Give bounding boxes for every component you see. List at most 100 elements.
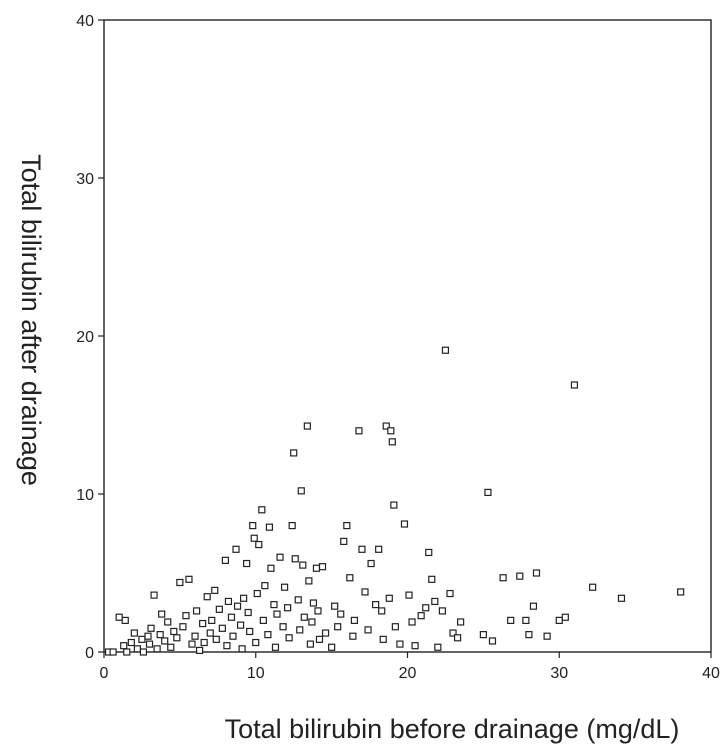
data-point — [200, 638, 208, 647]
data-point — [229, 632, 237, 640]
data-point — [484, 488, 492, 497]
data-point — [271, 643, 280, 651]
data-point — [318, 563, 327, 571]
data-point — [405, 591, 413, 599]
data-point — [378, 607, 386, 615]
y-tick-label: 20 — [76, 329, 94, 346]
data-point — [273, 610, 281, 618]
data-point — [343, 521, 351, 530]
data-points — [104, 346, 685, 656]
data-point — [150, 591, 158, 599]
data-point — [121, 616, 129, 625]
data-point — [361, 588, 369, 596]
data-point — [617, 594, 626, 602]
data-point — [431, 597, 439, 606]
y-tick-label: 10 — [76, 487, 94, 504]
data-point — [499, 574, 507, 582]
data-point — [258, 506, 266, 514]
data-point — [390, 501, 398, 509]
data-point — [417, 612, 425, 620]
data-point — [428, 575, 436, 583]
data-point — [158, 610, 166, 618]
data-point — [408, 618, 416, 626]
data-point — [308, 618, 316, 626]
data-point — [192, 607, 201, 615]
data-point — [127, 638, 135, 647]
data-point — [364, 626, 372, 634]
data-point — [284, 604, 292, 612]
data-point — [252, 638, 260, 647]
data-point — [337, 610, 345, 618]
data-point — [312, 564, 321, 572]
data-point — [294, 596, 302, 604]
data-point — [379, 635, 387, 643]
x-tick-label: 40 — [702, 665, 720, 682]
data-point — [291, 555, 299, 563]
y-tick-label: 40 — [76, 13, 94, 30]
data-point — [211, 586, 219, 594]
data-point — [232, 545, 240, 553]
data-point — [529, 602, 538, 610]
data-point — [288, 521, 296, 530]
x-tick-label: 30 — [550, 665, 568, 682]
data-point — [346, 574, 354, 582]
data-point — [382, 422, 390, 430]
data-point — [396, 640, 404, 648]
data-point — [215, 605, 223, 613]
data-point — [290, 449, 298, 457]
data-point — [249, 521, 257, 530]
data-point — [372, 600, 380, 609]
data-point — [276, 553, 284, 561]
data-point — [221, 556, 229, 564]
data-point — [218, 624, 226, 632]
data-point — [328, 643, 336, 651]
data-point — [555, 616, 563, 625]
data-point — [315, 635, 324, 643]
data-point — [138, 635, 146, 643]
data-point — [208, 616, 216, 625]
data-point — [388, 438, 396, 446]
data-point — [340, 537, 348, 546]
plot-frame — [103, 19, 712, 653]
data-point — [139, 648, 148, 656]
x-axis-title: Total bilirubin before drainage (mg/dL) — [225, 714, 680, 744]
data-point — [176, 578, 184, 587]
y-axis-title: Total bilirubin after drainage — [16, 154, 46, 486]
y-axis-ticks: 0 10 20 30 40 — [76, 13, 104, 662]
data-point — [375, 545, 383, 553]
data-point — [191, 632, 199, 640]
data-point — [400, 520, 409, 528]
data-point — [507, 616, 515, 625]
data-point — [224, 597, 233, 606]
data-point — [457, 618, 465, 626]
data-point — [349, 632, 357, 640]
data-point — [173, 634, 181, 642]
data-point — [355, 427, 363, 435]
data-point — [300, 613, 308, 621]
x-tick-label: 20 — [399, 665, 417, 682]
data-point — [265, 523, 274, 531]
data-point — [167, 643, 175, 651]
data-point — [156, 631, 164, 639]
data-point — [449, 629, 457, 637]
data-point — [331, 602, 339, 610]
data-point — [130, 629, 138, 637]
data-point — [434, 643, 442, 651]
data-point — [153, 645, 161, 653]
data-point — [453, 634, 462, 642]
data-point — [589, 583, 597, 591]
data-point — [532, 569, 541, 577]
data-point — [223, 642, 231, 650]
data-point — [264, 631, 272, 639]
data-point — [387, 427, 395, 435]
data-point — [244, 608, 252, 617]
data-point — [206, 629, 214, 637]
x-axis-ticks: 0 10 20 30 40 — [100, 652, 720, 682]
data-point — [438, 607, 447, 615]
data-point — [305, 577, 313, 585]
data-point — [123, 648, 131, 656]
plot-area: 0 10 20 30 40 0 10 20 30 40 — [76, 13, 720, 682]
data-point — [367, 559, 375, 568]
data-point — [425, 548, 433, 557]
